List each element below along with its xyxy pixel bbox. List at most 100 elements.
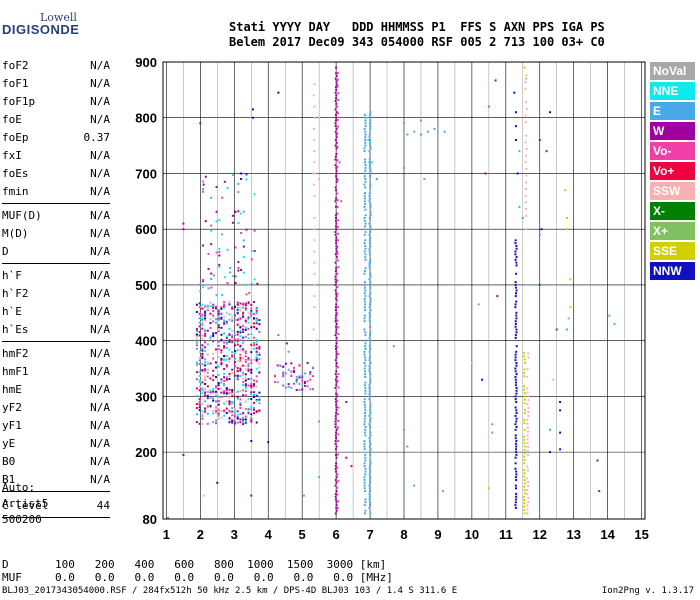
echo-point [368,490,371,493]
echo-point [204,368,207,371]
echo-point [364,406,367,409]
echo-point [369,512,372,515]
echo-point [527,407,530,410]
header-label-pps: PPS [532,20,562,34]
echo-point [217,412,220,415]
param-value: N/A [90,269,110,282]
echo-point [335,325,338,328]
echo-point [277,334,280,337]
echo-point [368,253,371,256]
echo-point [368,414,371,417]
echo-point [336,252,339,255]
echo-point [209,305,212,308]
echo-point [276,381,279,384]
echo-point [282,371,285,374]
echo-point [364,119,367,122]
echo-point [240,232,243,234]
echo-point [368,158,371,161]
echo-point [369,125,372,128]
echo-point [255,394,258,397]
param-separator [2,263,110,264]
echo-point [518,205,521,208]
echo-point [242,324,245,327]
echo-point [198,422,201,425]
echo-point [234,352,236,354]
echo-point [239,358,242,361]
echo-point [223,383,226,386]
echo-point [313,239,316,242]
echo-point [242,313,245,316]
echo-point [363,367,366,370]
echo-point [487,105,490,108]
echo-point [236,377,239,380]
distance-label: D [2,558,36,571]
echo-point [298,376,301,379]
echo-point [369,214,372,217]
echo-point [201,423,204,426]
echo-point [540,228,543,231]
echo-point [242,417,245,419]
echo-point [369,272,371,275]
x-tick-label: 5 [299,527,306,542]
echo-point [229,267,232,269]
echo-point [226,282,229,285]
echo-point [234,275,237,278]
echo-point [514,484,517,487]
echo-point [220,307,223,310]
echo-point [215,376,217,378]
echo-point [204,378,207,381]
echo-point [217,387,220,390]
echo-point [204,408,207,411]
echo-point [513,91,516,94]
echo-point [334,414,337,417]
echo-point [201,388,204,391]
echo-point [198,357,201,360]
echo-point [250,421,253,424]
echo-point [236,301,239,304]
echo-point [225,355,228,357]
echo-point [364,203,367,206]
echo-point [334,334,337,337]
echo-point [523,388,526,391]
echo-point [245,173,248,176]
echo-point [220,357,223,360]
echo-point [523,512,526,515]
echo-point [206,353,209,356]
param-row: M(D) N/A [2,225,110,243]
echo-point [368,492,371,495]
echo-point [215,251,218,254]
echo-point [220,333,223,336]
echo-point [306,362,309,364]
echo-point [228,421,231,424]
echo-point [337,433,340,436]
echo-point [206,329,209,332]
echo-point [368,345,371,348]
echo-point [363,350,366,353]
param-value: N/A [90,323,110,336]
echo-point [549,451,551,454]
echo-point [334,448,337,451]
echo-point [527,496,530,499]
echo-point [525,174,528,177]
echo-point [236,323,239,326]
distance-unit: [km] [353,558,387,571]
param-name: M(D) [2,227,29,240]
echo-point [364,434,367,437]
x-tick-label: 12 [533,527,547,542]
echo-point [337,366,339,369]
echo-point [244,376,247,379]
echo-point [242,256,245,259]
echo-point [236,417,239,420]
param-row: foF1p N/A [2,93,110,111]
echo-point [369,228,372,231]
header-label-axn: AXN [503,20,533,34]
echo-point [198,375,201,377]
echo-point [287,368,290,371]
echo-point [336,85,339,88]
echo-point [313,250,316,253]
echo-point [335,381,338,384]
echo-point [364,178,367,180]
echo-point [368,161,371,164]
param-name: fxI [2,149,22,162]
echo-point [336,339,339,342]
